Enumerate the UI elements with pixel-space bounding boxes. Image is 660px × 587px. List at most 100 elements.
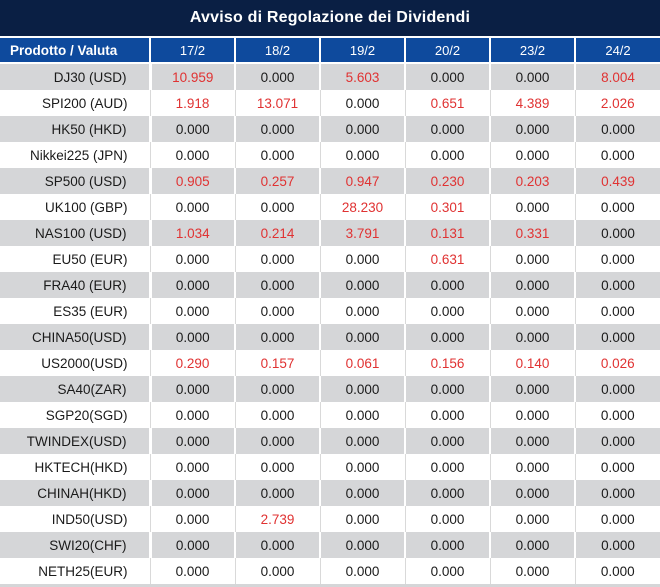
value-cell: 0.000 — [150, 480, 236, 506]
value-cell: 0.000 — [150, 246, 236, 272]
product-cell: NETH25(EUR) — [0, 558, 151, 586]
value-cell: 0.000 — [150, 558, 236, 586]
value-cell: 0.000 — [575, 376, 660, 402]
value-cell: 0.000 — [235, 532, 321, 558]
table-row: DJ30 (USD) 10.959 0.000 5.603 0.000 0.000 8.00… — [0, 63, 660, 90]
column-header-date: 23/2 — [490, 38, 576, 64]
value-cell: 0.000 — [490, 324, 576, 350]
product-cell: TWINDEX(USD) — [0, 428, 152, 454]
value-cell: 1.918 — [150, 90, 236, 116]
product-cell: DJ30 (USD) — [0, 63, 152, 90]
value-cell: 0.000 — [235, 558, 321, 586]
value-cell: 0.000 — [235, 194, 321, 220]
value-cell: 0.000 — [490, 298, 576, 324]
value-cell: 0.000 — [405, 116, 491, 142]
product-cell: SWI20(CHF) — [0, 532, 152, 558]
value-cell: 0.651 — [405, 90, 491, 116]
value-cell: 0.000 — [490, 376, 576, 402]
value-cell: 0.000 — [405, 558, 491, 586]
product-cell: FRA40 (EUR) — [0, 272, 152, 298]
value-cell: 0.214 — [235, 220, 321, 246]
value-cell: 0.140 — [490, 350, 576, 376]
value-cell: 0.000 — [320, 402, 406, 428]
value-cell: 3.791 — [320, 220, 406, 246]
table-row: SP500 (USD) 0.905 0.257 0.947 0.230 0.203 0.43… — [0, 168, 660, 194]
value-cell: 0.000 — [490, 532, 576, 558]
value-cell: 0.000 — [575, 428, 660, 454]
value-cell: 0.631 — [405, 246, 491, 272]
value-cell: 0.000 — [150, 298, 236, 324]
value-cell: 0.000 — [150, 272, 236, 298]
title-bar: Avviso di Regolazione dei Dividendi — [0, 0, 660, 36]
value-cell: 0.000 — [320, 376, 406, 402]
value-cell: 0.000 — [405, 454, 491, 480]
value-cell: 0.131 — [405, 220, 491, 246]
value-cell: 0.061 — [320, 350, 406, 376]
product-cell: HK50 (HKD) — [0, 116, 152, 142]
value-cell: 0.000 — [235, 376, 321, 402]
value-cell: 0.000 — [490, 506, 576, 532]
value-cell: 0.230 — [405, 168, 491, 194]
value-cell: 0.000 — [235, 116, 321, 142]
value-cell: 2.739 — [235, 506, 321, 532]
value-cell: 0.000 — [490, 480, 576, 506]
table-body: DJ30 (USD) 10.959 0.000 5.603 0.000 0.000 8.00… — [0, 63, 660, 586]
product-cell: UK100 (GBP) — [0, 194, 151, 220]
value-cell: 0.000 — [150, 142, 236, 168]
product-cell: IND50(USD) — [0, 506, 151, 532]
table-row: FRA40 (EUR) 0.000 0.000 0.000 0.000 0.000 0.00… — [0, 272, 660, 298]
value-cell: 0.000 — [320, 116, 406, 142]
table-row: UK100 (GBP) 0.000 0.000 28.230 0.301 0.000 0.0… — [0, 194, 660, 220]
column-header-product: Prodotto / Valuta — [0, 38, 151, 64]
value-cell: 0.000 — [490, 558, 576, 586]
value-cell: 0.000 — [405, 506, 491, 532]
table-row: TWINDEX(USD) 0.000 0.000 0.000 0.000 0.000 0.0… — [0, 428, 660, 454]
value-cell: 0.000 — [490, 63, 576, 90]
column-header-date: 24/2 — [575, 38, 660, 64]
value-cell: 0.000 — [575, 480, 660, 506]
value-cell: 0.000 — [320, 532, 406, 558]
column-header-date: 18/2 — [235, 38, 321, 64]
value-cell: 0.000 — [235, 63, 321, 90]
value-cell: 0.000 — [575, 324, 660, 350]
table-row: SGP20(SGD) 0.000 0.000 0.000 0.000 0.000 0.000 — [0, 402, 660, 428]
value-cell: 0.000 — [490, 142, 576, 168]
value-cell: 0.157 — [235, 350, 321, 376]
product-cell: NAS100 (USD) — [0, 220, 152, 246]
table-row: EU50 (EUR) 0.000 0.000 0.000 0.631 0.000 0.000 — [0, 246, 660, 272]
page-title: Avviso di Regolazione dei Dividendi — [189, 9, 471, 26]
value-cell: 0.257 — [235, 168, 321, 194]
value-cell: 4.389 — [490, 90, 576, 116]
product-cell: US2000(USD) — [0, 350, 151, 376]
value-cell: 0.905 — [150, 168, 236, 194]
value-cell: 0.000 — [405, 142, 491, 168]
value-cell: 0.000 — [150, 194, 236, 220]
product-cell: HKTECH(HKD) — [0, 454, 151, 480]
column-header-date: 17/2 — [150, 38, 236, 64]
table-row: SA40(ZAR) 0.000 0.000 0.000 0.000 0.000 0.000 — [0, 376, 660, 402]
value-cell: 0.000 — [405, 532, 491, 558]
value-cell: 0.000 — [320, 246, 406, 272]
value-cell: 0.026 — [575, 350, 660, 376]
value-cell: 0.000 — [320, 454, 406, 480]
value-cell: 0.000 — [575, 194, 660, 220]
value-cell: 0.000 — [320, 428, 406, 454]
value-cell: 0.203 — [490, 168, 576, 194]
table-row: ES35 (EUR) 0.000 0.000 0.000 0.000 0.000 0.000 — [0, 298, 660, 324]
value-cell: 0.000 — [405, 298, 491, 324]
value-cell: 0.000 — [320, 324, 406, 350]
value-cell: 13.071 — [235, 90, 321, 116]
table-row: US2000(USD) 0.290 0.157 0.061 0.156 0.140 0.02… — [0, 350, 660, 376]
value-cell: 0.000 — [150, 324, 236, 350]
value-cell: 28.230 — [320, 194, 406, 220]
value-cell: 0.331 — [490, 220, 576, 246]
value-cell: 0.000 — [575, 402, 660, 428]
table-row: NETH25(EUR) 0.000 0.000 0.000 0.000 0.000 0.00… — [0, 558, 660, 586]
value-cell: 0.000 — [575, 454, 660, 480]
value-cell: 0.000 — [320, 480, 406, 506]
value-cell: 0.000 — [235, 298, 321, 324]
value-cell: 0.156 — [405, 350, 491, 376]
value-cell: 0.947 — [320, 168, 406, 194]
table-row: CHINA50(USD) 0.000 0.000 0.000 0.000 0.000 0.0… — [0, 324, 660, 350]
value-cell: 0.000 — [235, 402, 321, 428]
